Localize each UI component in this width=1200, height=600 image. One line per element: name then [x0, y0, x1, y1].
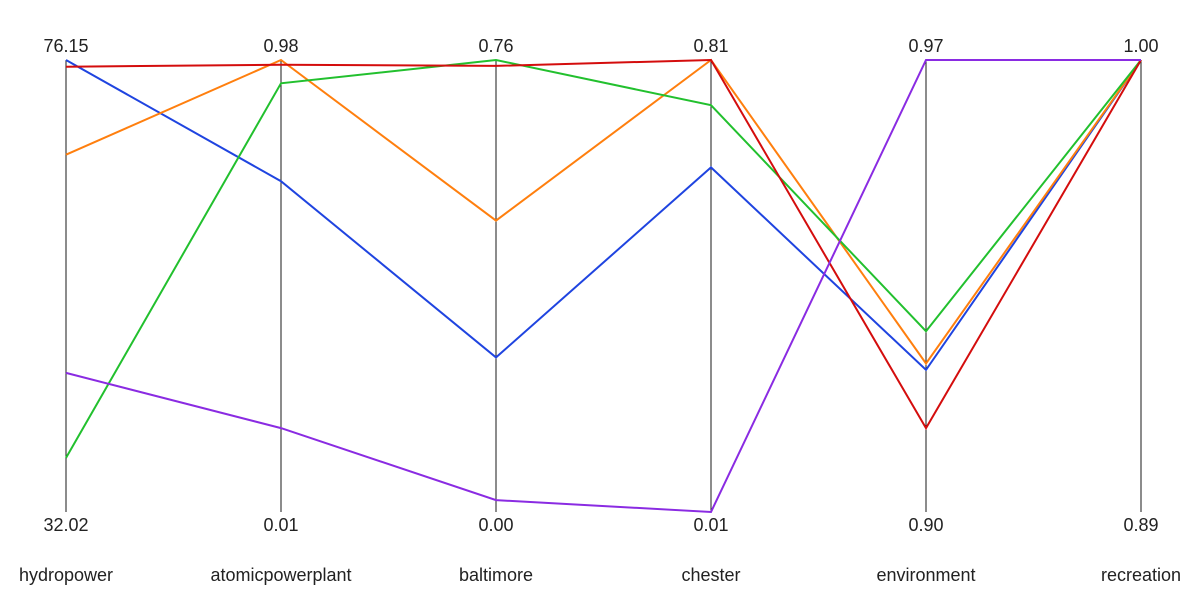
tick-min-atomicpowerplant: 0.01	[263, 515, 298, 535]
tick-max-baltimore: 0.76	[478, 36, 513, 56]
tick-min-baltimore: 0.00	[478, 515, 513, 535]
tick-max-hydropower: 76.15	[43, 36, 88, 56]
tick-max-atomicpowerplant: 0.98	[263, 36, 298, 56]
series-line-3	[65, 58, 1142, 459]
axis-label-atomicpowerplant: atomicpowerplant	[210, 565, 351, 585]
tick-max-recreation: 1.00	[1123, 36, 1158, 56]
series-line-5	[65, 59, 1141, 514]
series-line-4	[65, 58, 1142, 431]
tick-min-recreation: 0.89	[1123, 515, 1158, 535]
axis-label-chester: chester	[681, 565, 740, 585]
axis-label-environment: environment	[876, 565, 975, 585]
tick-min-environment: 0.90	[908, 515, 943, 535]
axis-label-recreation: recreation	[1101, 565, 1181, 585]
tick-min-chester: 0.01	[693, 515, 728, 535]
series-line-2	[65, 58, 1142, 366]
axis-label-hydropower: hydropower	[19, 565, 113, 585]
tick-min-hydropower: 32.02	[43, 515, 88, 535]
axis-label-baltimore: baltimore	[459, 565, 533, 585]
tick-max-environment: 0.97	[908, 36, 943, 56]
tick-max-chester: 0.81	[693, 36, 728, 56]
series-line-1	[65, 59, 1142, 372]
